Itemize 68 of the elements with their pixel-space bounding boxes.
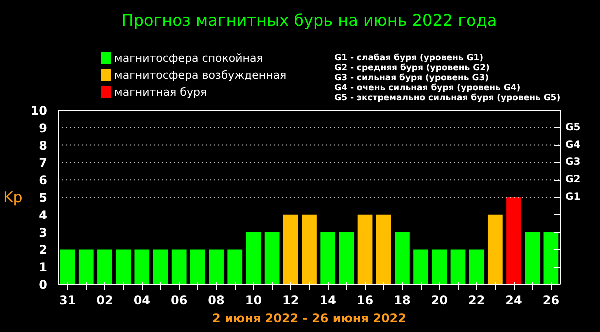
- bar: [172, 250, 187, 284]
- bar: [78, 250, 94, 284]
- bar: [283, 214, 298, 284]
- y-tick-label: 5: [39, 191, 48, 205]
- ref-line-label: G4: [566, 140, 581, 151]
- text: G1 - слабая буря (уровень G1): [334, 54, 484, 64]
- bar: [339, 232, 354, 284]
- x-tick-label: 16: [356, 294, 374, 308]
- bar: [209, 250, 224, 284]
- y-tick-label: 9: [39, 121, 48, 136]
- bar: [153, 250, 168, 284]
- x-tick-label: 20: [431, 294, 448, 308]
- x-tick-label: 08: [208, 294, 225, 308]
- bar: [302, 214, 317, 284]
- x-axis-title: 2 июня 2022 - 26 июня 2022: [212, 312, 407, 326]
- y-tick-label: 8: [39, 138, 48, 153]
- bar: [60, 250, 76, 284]
- bar: [506, 198, 522, 284]
- chart-title: Прогноз магнитных бурь на июнь 2022 года: [122, 11, 498, 30]
- x-tick-label: 31: [59, 294, 76, 308]
- y-axis-title: Kp: [3, 188, 23, 206]
- bar: [544, 232, 559, 284]
- y-tick-label: 2: [39, 243, 48, 258]
- text: G2 - средняя буря (уровень G2): [334, 64, 490, 74]
- bar: [432, 250, 448, 284]
- x-tick-label: 18: [394, 294, 411, 308]
- x-tick-label: 24: [506, 294, 522, 308]
- x-tick-label: 02: [96, 294, 114, 308]
- x-tick-label: 10: [245, 294, 262, 308]
- x-tick-label: 04: [134, 294, 151, 308]
- y-tick-label: 7: [39, 156, 48, 170]
- y-tick-label: 4: [39, 208, 48, 222]
- y-tick-label: 1: [39, 260, 48, 275]
- y-tick-label: 10: [30, 104, 48, 118]
- x-tick-label: 12: [282, 294, 300, 308]
- y-tick-label: 0: [39, 278, 48, 292]
- bar: [134, 250, 150, 284]
- bar: [488, 214, 503, 284]
- bar: [246, 232, 262, 284]
- bar: [395, 232, 410, 284]
- y-tick-label: 6: [39, 174, 48, 188]
- x-tick-label: 06: [171, 294, 188, 308]
- text: G3 - сильная буря (уровень G3): [334, 74, 490, 84]
- bar: [414, 250, 428, 284]
- bar: [98, 250, 112, 284]
- bar: [450, 250, 466, 284]
- ref-line-label: G5: [566, 122, 581, 134]
- bar: [264, 232, 280, 284]
- legend-label: магнитная буря: [114, 86, 208, 99]
- bar: [376, 214, 392, 284]
- x-tick-label: 26: [542, 294, 560, 308]
- text: G4 - очень сильная буря (уровень G4): [334, 84, 521, 94]
- bar: [228, 250, 243, 284]
- bar: [358, 214, 373, 284]
- ref-line-label: G2: [566, 174, 581, 186]
- bar: [320, 232, 336, 284]
- legend-label: магнитосфера возбужденная: [114, 69, 287, 82]
- x-tick-label: 14: [320, 294, 336, 308]
- y-tick-label: 3: [39, 226, 48, 240]
- bar: [469, 250, 484, 284]
- bar: [190, 250, 206, 284]
- ref-line-label: G1: [566, 192, 581, 203]
- bar: [525, 232, 540, 284]
- text: G5 - экстремально сильная буря (уровень G5): [334, 94, 561, 104]
- bar: [116, 250, 132, 284]
- ref-line-label: G3: [566, 157, 581, 168]
- legend-label: магнитосфера спокойная: [114, 52, 264, 65]
- x-tick-label: 22: [468, 294, 486, 308]
